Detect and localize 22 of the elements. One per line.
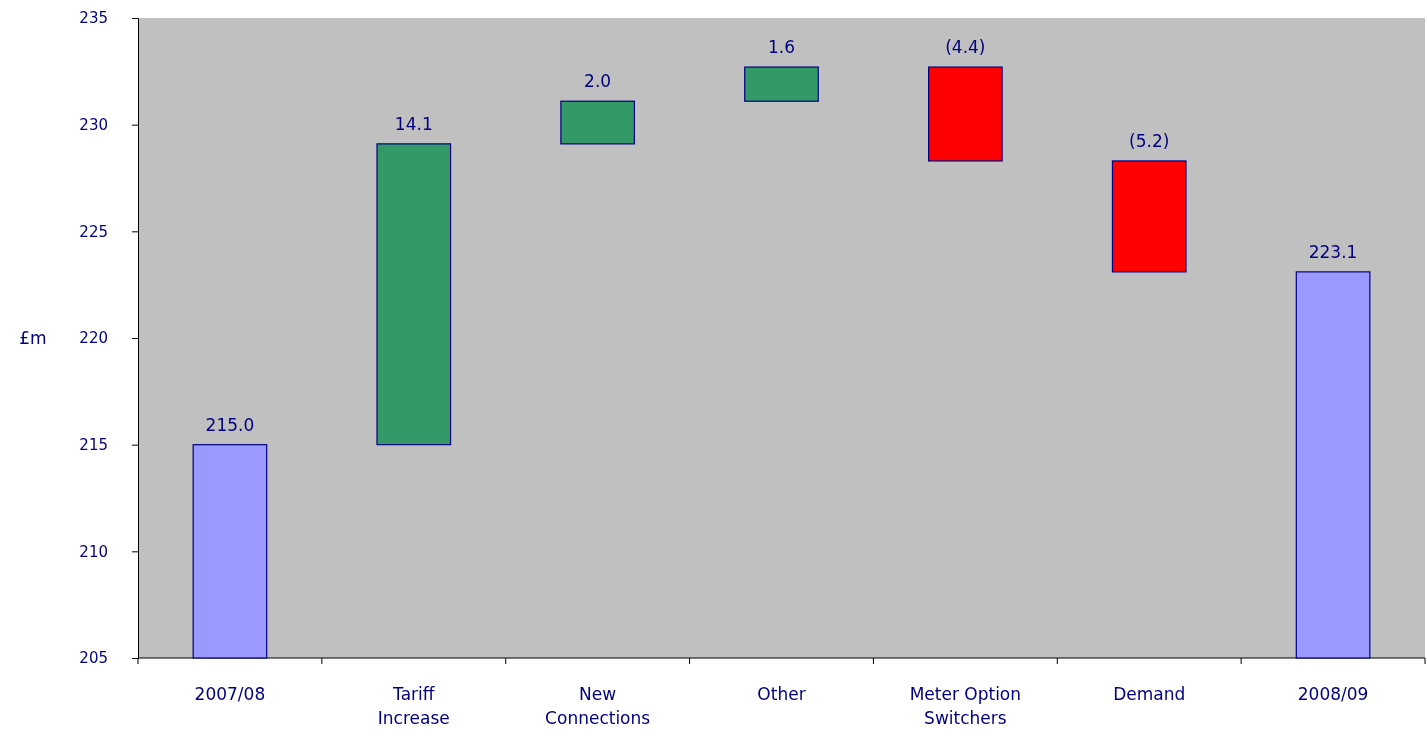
y-tick-label: 210 (79, 542, 108, 561)
data-label: (4.4) (945, 37, 986, 58)
data-label: 1.6 (767, 37, 796, 58)
y-axis-title: £m (19, 328, 47, 348)
y-tick-label: 225 (79, 222, 108, 241)
data-label: 2.0 (584, 71, 612, 92)
data-label: 223.1 (1308, 241, 1358, 262)
data-label: (5.2) (1129, 130, 1170, 151)
y-tick-label: 220 (79, 329, 108, 348)
x-tick-label: Meter Option Switchers (909, 684, 1022, 728)
y-tick-label: 235 (79, 9, 108, 28)
y-tick-label: 205 (79, 649, 108, 668)
x-tick-label: Demand (1113, 684, 1186, 704)
x-tick-label: 2008/09 (1297, 684, 1369, 704)
y-tick-label: 230 (79, 115, 108, 134)
data-label: 215.0 (205, 414, 255, 435)
data-label: 14.1 (394, 113, 433, 134)
x-tick-label: New Connections (545, 684, 651, 728)
x-tick-label: Tariff Increase (377, 684, 450, 728)
y-tick-label: 215 (79, 435, 108, 454)
x-tick-label: 2007/08 (194, 684, 266, 704)
x-tick-label: Other (757, 684, 806, 704)
